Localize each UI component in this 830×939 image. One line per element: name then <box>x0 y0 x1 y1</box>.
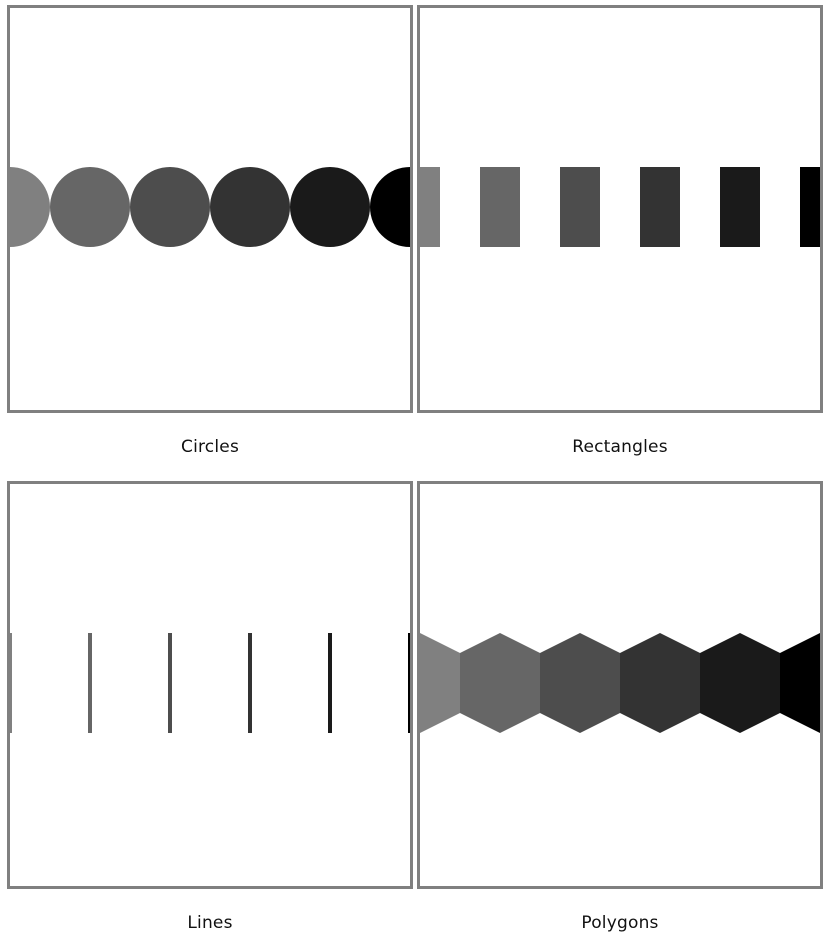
circle-shape <box>290 167 370 247</box>
circles-panel <box>7 5 413 413</box>
polygons-canvas <box>420 633 820 733</box>
circle-shape <box>210 167 290 247</box>
lines-panel <box>7 481 413 889</box>
circle-shape <box>130 167 210 247</box>
hexagon-shape <box>780 633 820 733</box>
hexagon-shape <box>460 633 540 733</box>
hexagon-shape <box>540 633 620 733</box>
hexagon-shape <box>700 633 780 733</box>
circle-shape <box>50 167 130 247</box>
rectangles-canvas <box>420 167 820 247</box>
polygons-caption: Polygons <box>581 913 659 933</box>
polygons-panel <box>417 481 823 889</box>
circle-shape <box>10 167 50 247</box>
rectangles-panel <box>417 5 823 413</box>
rectangle-shape <box>420 167 440 247</box>
rectangles-caption: Rectangles <box>572 437 668 457</box>
lines-caption: Lines <box>187 913 233 933</box>
lines-canvas <box>10 633 410 733</box>
hexagon-shape <box>620 633 700 733</box>
rectangle-shape <box>640 167 680 247</box>
hexagon-shape <box>420 633 460 733</box>
rectangle-shape <box>800 167 820 247</box>
circle-shape <box>370 167 410 247</box>
rectangle-shape <box>560 167 600 247</box>
circles-caption: Circles <box>181 437 239 457</box>
circles-canvas <box>10 167 410 247</box>
rectangle-shape <box>480 167 520 247</box>
rectangle-shape <box>720 167 760 247</box>
